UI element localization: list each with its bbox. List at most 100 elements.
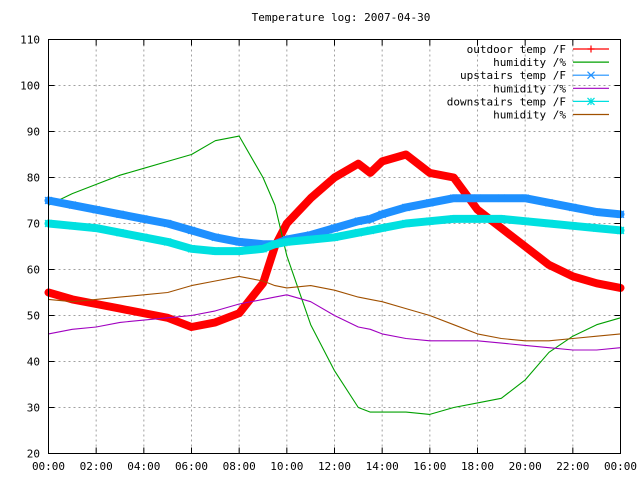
data-point: [474, 206, 481, 214]
data-point: [282, 237, 291, 246]
data-point: [568, 221, 577, 230]
data-point: [378, 157, 386, 165]
data-point: [378, 210, 387, 219]
y-tick-label: 80: [27, 172, 40, 185]
data-point: [283, 220, 291, 227]
data-point: [593, 279, 601, 287]
y-tick-label: 50: [27, 310, 40, 323]
data-point: [366, 169, 374, 177]
x-tick-label: 00:00: [604, 460, 637, 473]
x-tick-label: 08:00: [223, 460, 256, 473]
data-point: [187, 226, 196, 235]
data-point: [521, 217, 530, 226]
data-point: [402, 203, 410, 212]
series-line: [47, 275, 622, 342]
series-line: [47, 294, 622, 351]
data-point: [592, 208, 601, 216]
data-point: [163, 219, 172, 228]
data-point: [116, 228, 124, 237]
series-line: [47, 135, 622, 415]
y-tick-label: 100: [20, 80, 40, 93]
data-point: [140, 309, 148, 317]
legend-label: humidity /%: [493, 109, 566, 122]
series-lines: [44, 135, 625, 415]
data-point: [211, 247, 220, 256]
x-axis: 00:00 02:00 04:00 06:00 08:00 10:00 12:00 14:00…: [32, 39, 637, 473]
y-axis: 20 30 40 50 60 70 80 90 100 110: [20, 34, 621, 461]
legend-item: humidity /%: [493, 56, 609, 69]
x-tick-label: 16:00: [413, 460, 446, 473]
data-point: [331, 174, 338, 181]
data-point: [354, 228, 363, 237]
data-point: [449, 194, 458, 203]
legend-label: upstairs temp /F: [460, 69, 566, 82]
y-tick-label: 40: [27, 356, 40, 369]
x-tick-label: 10:00: [270, 460, 303, 473]
data-point: [425, 217, 434, 226]
legend-item: outdoor temp /F: [467, 43, 609, 56]
y-tick-label: 90: [27, 126, 40, 139]
legend-label: humidity /%: [493, 82, 566, 95]
data-point: [116, 305, 124, 313]
y-tick-label: 30: [27, 402, 40, 415]
data-point: [568, 203, 577, 212]
data-point: [473, 194, 482, 203]
x-tick-label: 06:00: [175, 460, 208, 473]
data-point: [592, 224, 601, 233]
data-point: [521, 243, 529, 250]
data-point: [354, 217, 363, 226]
data-point: [235, 237, 244, 246]
data-point: [92, 205, 101, 214]
data-point: [139, 233, 148, 242]
data-point: [259, 244, 267, 253]
chart-title: Temperature log: 2007-04-30: [252, 11, 431, 24]
y-tick-label: 20: [27, 448, 40, 461]
data-point: [68, 221, 77, 230]
data-point: [497, 224, 505, 232]
data-point: [92, 300, 100, 308]
legend-marker: [587, 97, 595, 106]
data-point: [378, 224, 387, 233]
data-point: [497, 194, 506, 203]
data-point: [211, 318, 219, 326]
data-point: [306, 235, 315, 244]
y-tick-label: 110: [20, 34, 40, 47]
data-point: [569, 272, 577, 280]
data-point: [330, 233, 339, 242]
legend-item: humidity /%: [493, 109, 609, 122]
legend-label: humidity /%: [493, 56, 566, 69]
data-point: [270, 240, 279, 249]
data-point: [545, 198, 553, 207]
data-point: [545, 219, 553, 228]
data-point: [545, 261, 553, 269]
data-point: [92, 224, 101, 233]
data-point: [187, 244, 196, 253]
data-point: [354, 160, 362, 168]
x-tick-label: 12:00: [318, 460, 351, 473]
legend-item: upstairs temp /F: [460, 69, 609, 82]
x-tick-label: 02:00: [80, 460, 113, 473]
series-1: [44, 150, 625, 331]
series-2: [47, 135, 622, 415]
data-point: [425, 198, 434, 207]
data-point: [473, 214, 482, 223]
x-tick-label: 00:00: [32, 460, 65, 473]
data-point: [116, 210, 124, 219]
data-point: [426, 169, 434, 177]
data-point: [450, 174, 458, 181]
x-tick-label: 22:00: [556, 460, 589, 473]
y-tick-label: 70: [27, 218, 40, 231]
x-tick-label: 04:00: [127, 460, 160, 473]
series-4: [47, 294, 622, 351]
legend-marker: [587, 71, 595, 80]
data-point: [402, 219, 410, 228]
data-point: [307, 194, 315, 202]
x-tick-label: 20:00: [509, 460, 542, 473]
legend-label: downstairs temp /F: [447, 95, 566, 108]
data-point: [521, 194, 530, 203]
data-point: [163, 237, 172, 246]
x-tick-label: 14:00: [366, 460, 399, 473]
x-tick-label: 18:00: [461, 460, 494, 473]
data-point: [330, 224, 339, 233]
